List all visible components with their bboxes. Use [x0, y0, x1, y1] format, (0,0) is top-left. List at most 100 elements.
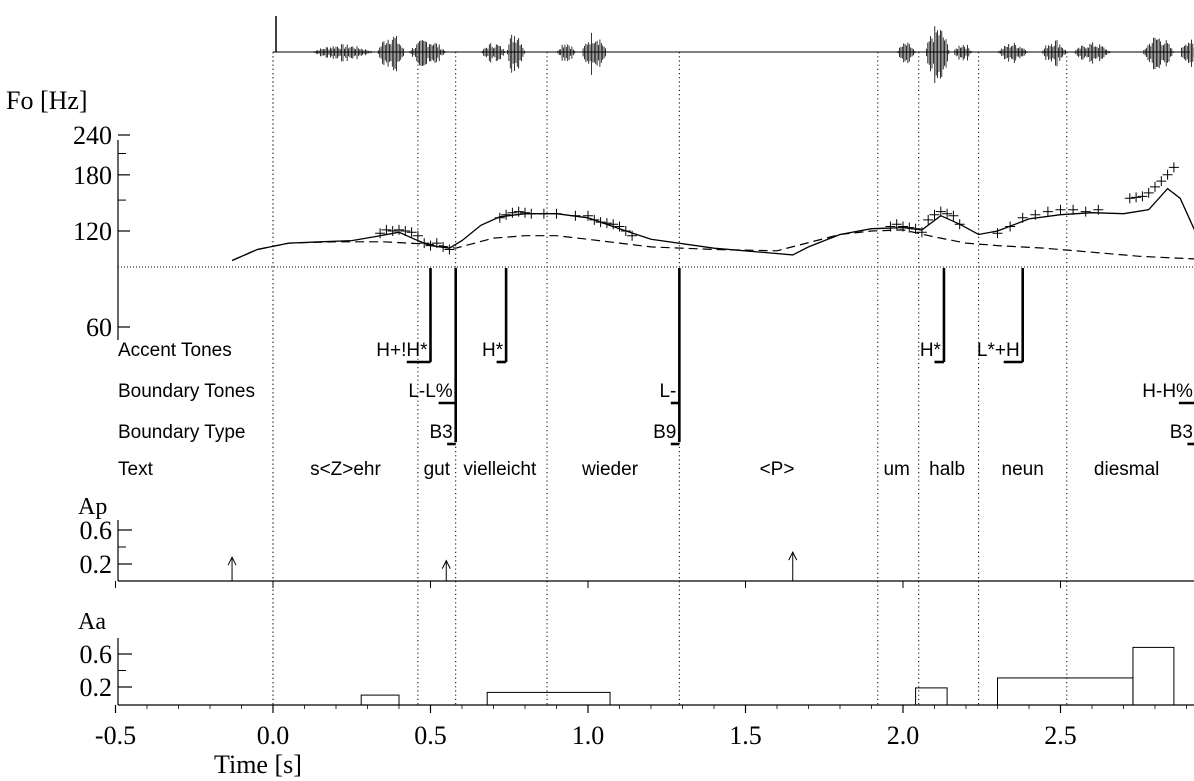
- fo-point: [923, 214, 934, 225]
- fo-point: [375, 228, 386, 239]
- fo-point: [1143, 187, 1154, 198]
- aa-command-box: [915, 687, 948, 706]
- ap-tick-label: 0.2: [80, 550, 113, 579]
- waveform-burst: [1181, 39, 1194, 67]
- word-label: s<Z>ehr: [310, 459, 381, 480]
- fo-point: [1124, 193, 1135, 204]
- fo-point: [1156, 176, 1167, 187]
- waveform-burst: [897, 42, 916, 64]
- fo-point: [394, 224, 404, 235]
- fo-point: [1137, 191, 1148, 202]
- aa-command-box: [997, 677, 1134, 706]
- fo-tick-label: 120: [73, 217, 112, 246]
- ap-axis-title: Ap: [78, 494, 107, 520]
- word-label: neun: [1002, 459, 1044, 480]
- accent-tones-label: Accent Tones: [118, 340, 232, 361]
- boundary-tones-entry: L-: [659, 381, 676, 402]
- waveform-burst: [998, 42, 1029, 64]
- fo-point: [526, 208, 537, 219]
- time-tick-label: 1.0: [572, 721, 605, 750]
- boundary-tones-entry: L-L%: [408, 381, 452, 402]
- word-label: halb: [929, 459, 965, 480]
- waveform-burst: [507, 34, 525, 73]
- fo-point: [904, 222, 915, 233]
- fo-point: [1093, 204, 1104, 215]
- boundary-type-entry: B9: [653, 422, 676, 443]
- boundary-tones-entry: H-H%: [1142, 381, 1193, 402]
- boundary-type-entry: B3: [1170, 422, 1193, 443]
- fo-point: [1168, 162, 1179, 173]
- fo-point: [406, 227, 417, 238]
- fo-point: [507, 207, 518, 218]
- fo-point: [438, 241, 449, 252]
- annotation-tiers: Accent Tones H+!H* H* H* L*+H Boundary Tones L…: [118, 268, 1194, 480]
- fo-point: [583, 210, 593, 221]
- boundary-tones-label: Boundary Tones: [118, 381, 255, 402]
- word-label: gut: [424, 459, 451, 480]
- fo-point: [885, 221, 896, 232]
- waveform-burst: [377, 36, 406, 72]
- fo-measured-points: [375, 162, 1179, 255]
- waveform-burst: [926, 26, 950, 83]
- fo-point: [608, 219, 619, 230]
- time-tick-label: 0.5: [414, 721, 447, 750]
- boundary-type-label: Boundary Type: [118, 422, 245, 443]
- fo-point: [1131, 192, 1142, 203]
- fo-point: [494, 212, 505, 223]
- accent-tones-entry: H*: [482, 340, 504, 361]
- fo-point: [1150, 181, 1160, 192]
- fo-point: [601, 218, 612, 229]
- fo-tick-label: 240: [73, 121, 112, 150]
- waveform-burst: [409, 40, 446, 66]
- fo-point: [513, 206, 524, 217]
- fo-point: [916, 227, 927, 238]
- fo-point: [412, 230, 423, 241]
- fo-point: [627, 230, 638, 241]
- fo-point: [954, 219, 965, 230]
- waveform-burst: [582, 32, 606, 75]
- time-tick-label: 1.5: [729, 721, 762, 750]
- waveform-burst: [557, 44, 576, 62]
- word-label: <P>: [760, 459, 795, 480]
- ap-arrowhead: [441, 559, 451, 569]
- fo-point: [935, 206, 946, 217]
- fo-point: [1055, 204, 1066, 215]
- waveform-burst: [954, 44, 972, 61]
- waveform-burst: [1143, 37, 1174, 70]
- word-label: um: [883, 459, 909, 480]
- fo-point: [570, 210, 581, 221]
- accent-tones-entry: L*+H: [977, 340, 1020, 361]
- fo-point: [942, 208, 953, 219]
- fo-point: [1080, 206, 1091, 217]
- fo-point: [929, 209, 940, 220]
- text-label: Text: [118, 459, 154, 480]
- aa-panel: 0.60.2: [80, 638, 1194, 706]
- fo-point: [551, 208, 562, 219]
- waveform-burst: [1042, 40, 1066, 67]
- aa-axis-title: Aa: [78, 609, 106, 635]
- fo-point: [1068, 204, 1079, 215]
- aa-tick-label: 0.2: [80, 673, 113, 702]
- accent-tones-entry: H+!H*: [376, 340, 428, 361]
- speech-waveform: [273, 16, 1194, 83]
- time-tick-label: 2.0: [887, 721, 920, 750]
- fo-point: [520, 207, 530, 218]
- boundary-type-entry: B3: [429, 422, 452, 443]
- waveform-burst: [1074, 42, 1110, 64]
- phrase-component-curve: [231, 229, 1194, 262]
- fo-point: [992, 228, 1003, 239]
- fo-point: [381, 224, 392, 235]
- fo-point: [614, 221, 625, 232]
- fo-point: [538, 208, 549, 219]
- time-axis: -0.5 0.0 0.5 1.0 1.5 2.0 2.5: [95, 581, 1187, 750]
- fo-model-curve: [231, 187, 1194, 262]
- fo-point: [595, 217, 606, 228]
- waveform-burst: [311, 44, 373, 62]
- fo-point: [1162, 169, 1173, 180]
- time-tick-label: 0.0: [257, 721, 290, 750]
- segment-boundaries: [272, 52, 1068, 705]
- fo-point: [501, 209, 512, 220]
- fo-point: [620, 226, 631, 236]
- fo-point: [1017, 212, 1028, 223]
